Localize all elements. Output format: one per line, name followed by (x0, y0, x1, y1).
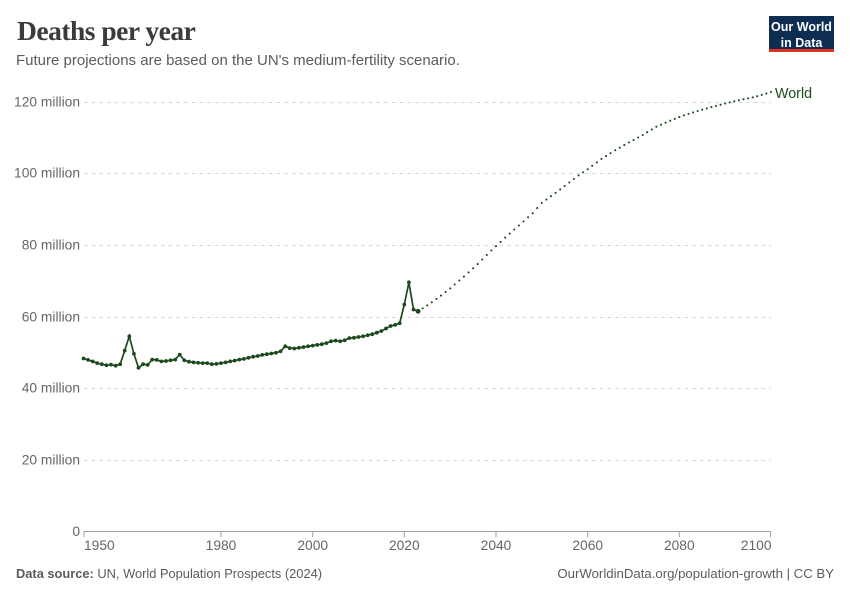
svg-text:0: 0 (72, 524, 80, 539)
svg-text:2080: 2080 (664, 538, 695, 553)
svg-text:2040: 2040 (481, 538, 512, 553)
svg-text:World: World (775, 86, 812, 102)
svg-text:2060: 2060 (572, 538, 603, 553)
svg-text:2020: 2020 (389, 538, 420, 553)
svg-text:80 million: 80 million (22, 238, 80, 253)
svg-text:40 million: 40 million (22, 381, 80, 396)
svg-text:2100: 2100 (741, 538, 772, 553)
svg-text:100 million: 100 million (14, 166, 80, 181)
svg-text:1950: 1950 (84, 538, 115, 553)
svg-text:20 million: 20 million (22, 453, 80, 468)
svg-text:2000: 2000 (297, 538, 328, 553)
svg-text:60 million: 60 million (22, 310, 80, 325)
svg-text:120 million: 120 million (14, 95, 80, 110)
svg-text:1980: 1980 (206, 538, 237, 553)
